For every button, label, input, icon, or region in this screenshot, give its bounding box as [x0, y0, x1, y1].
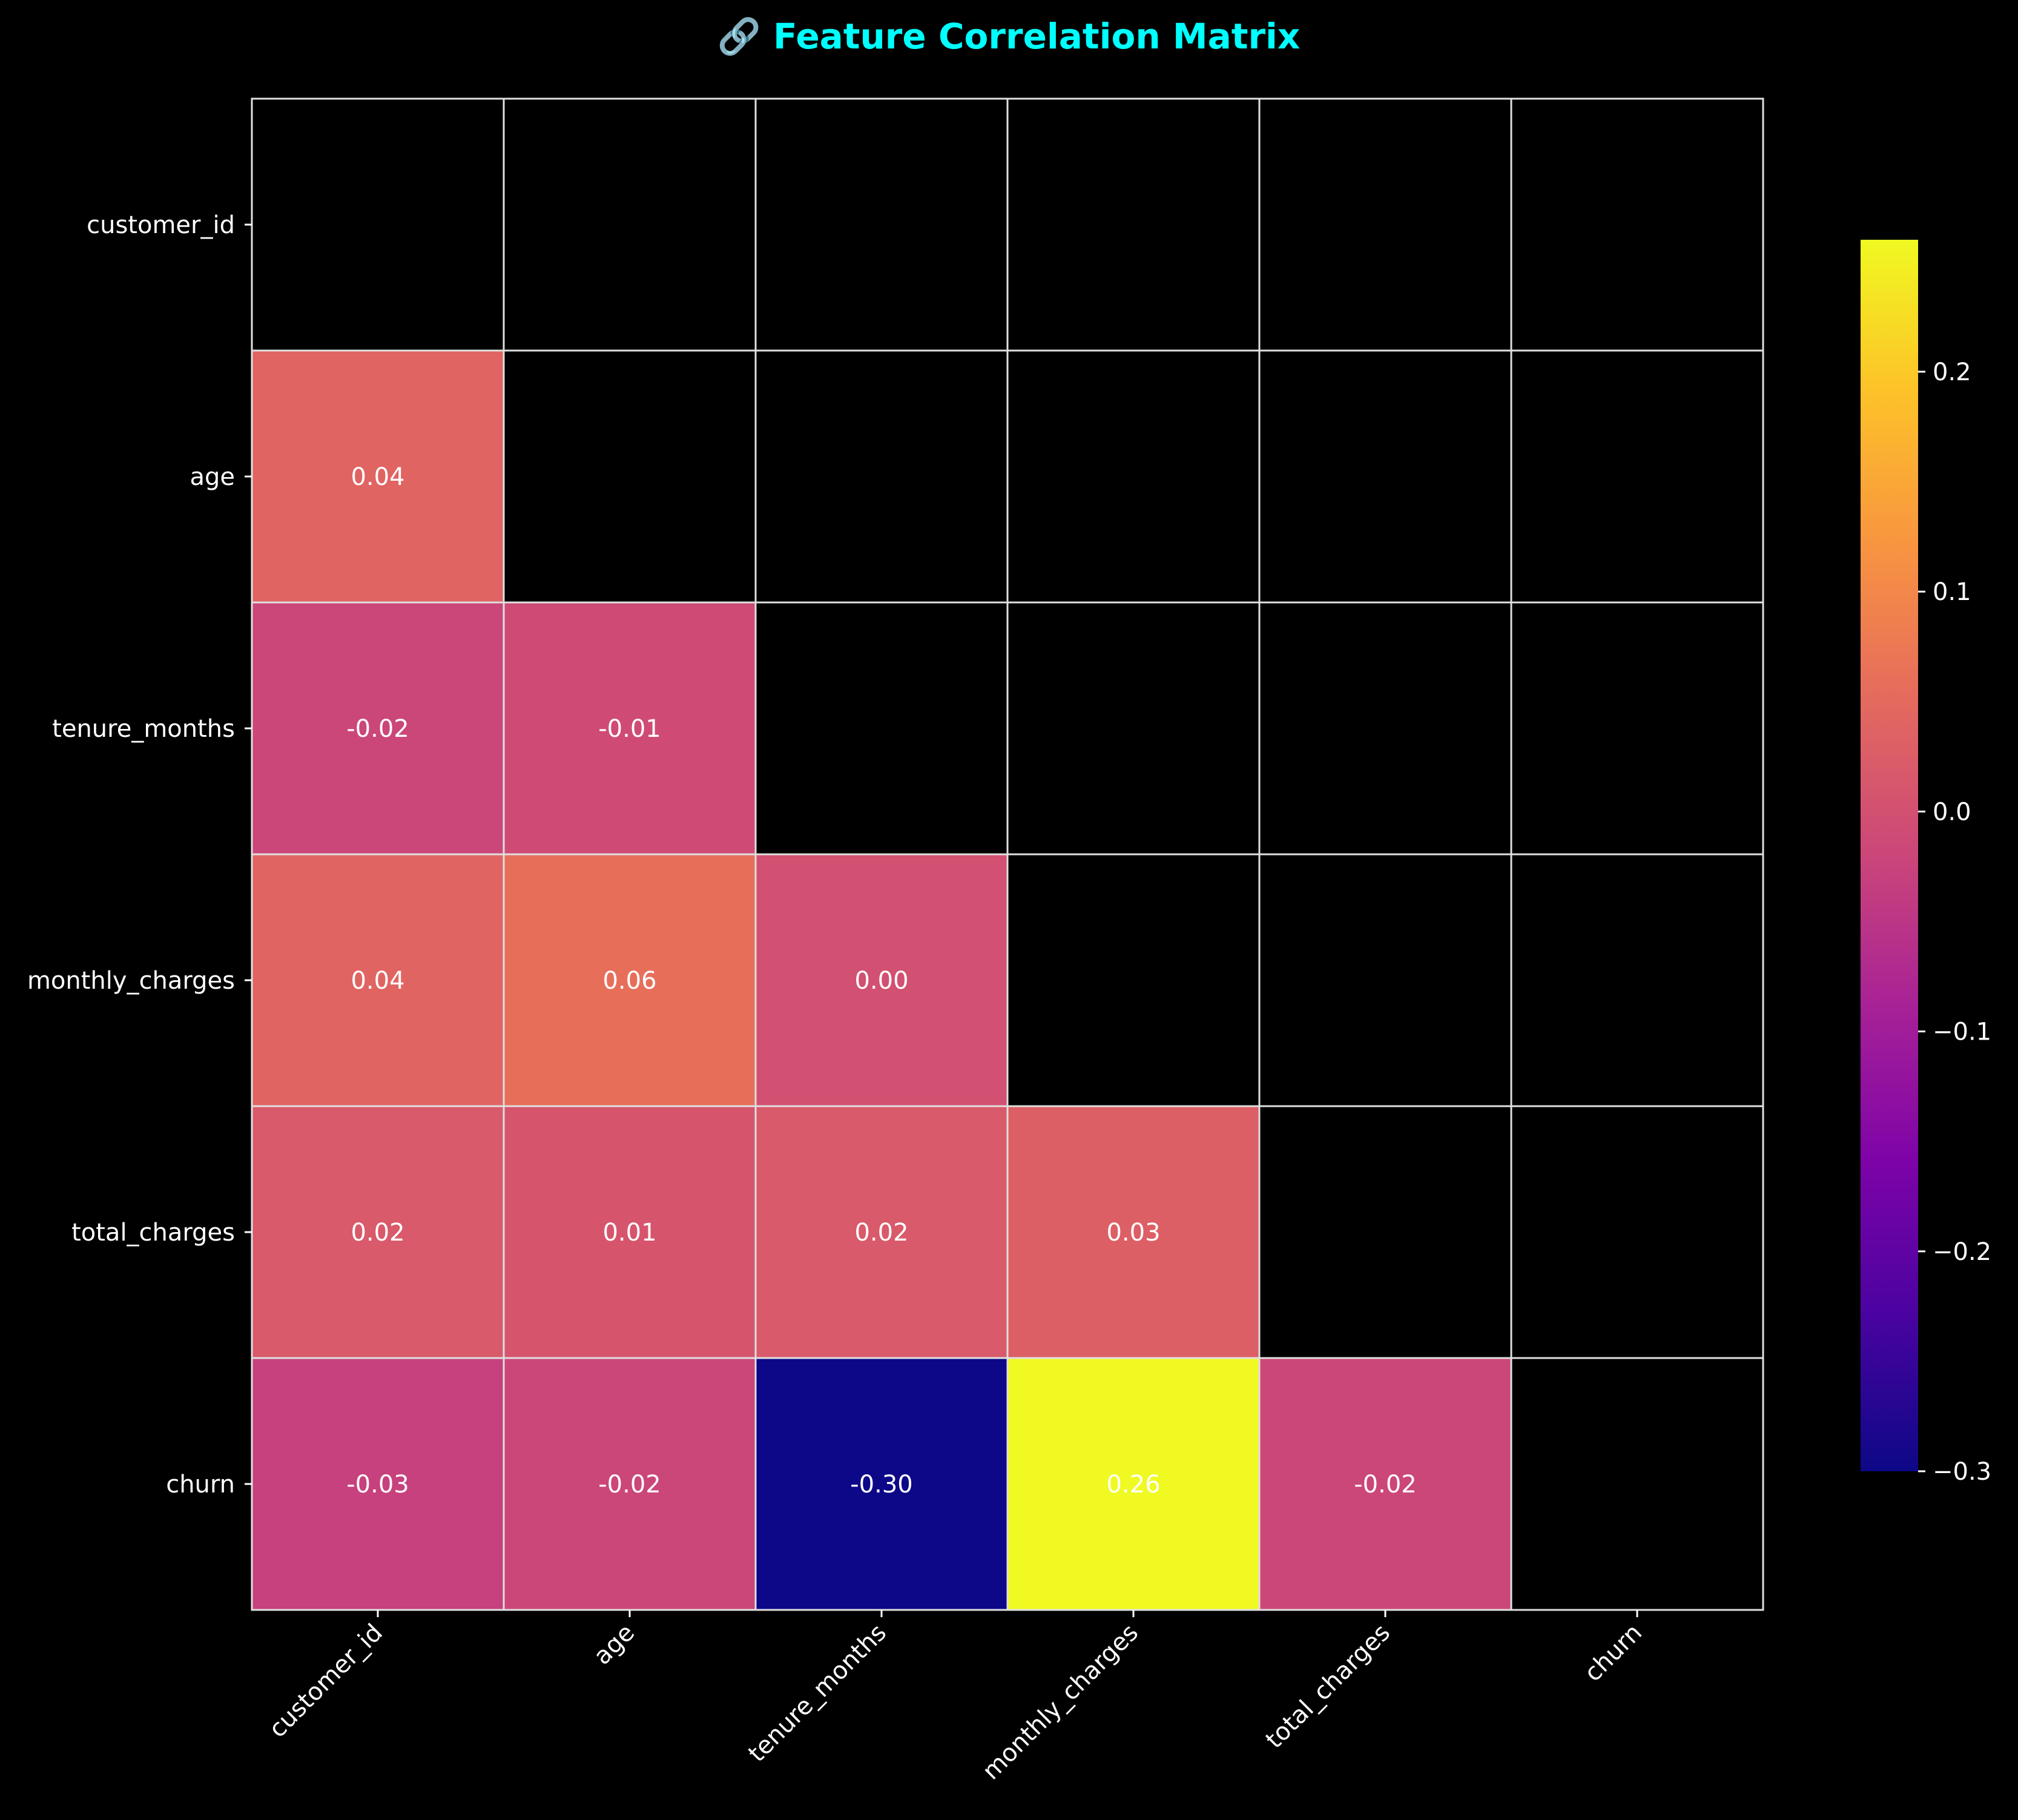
heatmap-cell-masked — [1006, 97, 1261, 352]
heatmap-cell-masked — [1258, 1105, 1512, 1359]
colorbar-tick-label: −0.2 — [1933, 1238, 1991, 1266]
heatmap-cell — [503, 601, 757, 856]
heatmap-cell — [251, 853, 505, 1107]
heatmap-cell — [754, 1357, 1009, 1611]
heatmap-cells — [251, 97, 1764, 1611]
heatmap-cell — [503, 1105, 757, 1359]
heatmap-cell-masked — [1006, 853, 1261, 1107]
heatmap-value-label: 0.02 — [854, 1219, 908, 1247]
colorbar-tick-label: 0.0 — [1933, 798, 1971, 826]
colorbar-tick-label: −0.3 — [1933, 1458, 1991, 1486]
colorbar-tick-label: 0.2 — [1933, 358, 1971, 386]
y-tick-label: customer_id — [87, 211, 235, 239]
heatmap-value-label: 0.03 — [1106, 1219, 1160, 1247]
heatmap-value-label: 0.00 — [854, 967, 908, 995]
heatmap-cell-masked — [1006, 601, 1261, 856]
heatmap-value-label: 0.26 — [1106, 1471, 1160, 1499]
heatmap-value-labels: 0.04 -0.02 -0.01 0.04 0.06 0.00 0.02 0.01 0.02 0.… — [346, 463, 1417, 1499]
heatmap-cell — [503, 1357, 757, 1611]
heatmap-cell-masked — [1510, 349, 1764, 604]
heatmap-cell — [251, 1105, 505, 1359]
heatmap-cell — [251, 601, 505, 856]
heatmap-cell-masked — [754, 97, 1009, 352]
heatmap-cell — [754, 1105, 1009, 1359]
heatmap-value-label: -0.03 — [346, 1471, 409, 1499]
y-tick-label: churn — [166, 1471, 235, 1499]
heatmap-value-label: -0.02 — [346, 715, 409, 743]
heatmap-cell-masked — [1258, 349, 1512, 604]
heatmap-cell-masked — [1510, 1357, 1764, 1611]
heatmap-value-label: -0.02 — [1354, 1471, 1417, 1499]
y-tick-label: tenure_months — [52, 715, 235, 743]
y-tick-label: age — [190, 463, 235, 491]
heatmap-cell — [1258, 1357, 1512, 1611]
y-tick-label: monthly_charges — [27, 967, 235, 995]
heatmap-value-label: -0.01 — [598, 715, 661, 743]
heatmap-cell-masked — [754, 601, 1009, 856]
heatmap-cell-masked — [251, 97, 505, 352]
colorbar: 0.2 0.1 0.0 −0.1 −0.2 −0.3 — [1861, 240, 1991, 1486]
heatmap-value-label: -0.30 — [850, 1471, 913, 1499]
y-tick-label: total_charges — [71, 1219, 235, 1247]
heatmap-value-label: 0.02 — [351, 1219, 404, 1247]
heatmap-cell-masked — [1510, 1105, 1764, 1359]
colorbar-tick-label: 0.1 — [1933, 578, 1971, 606]
heatmap-cell-masked — [1006, 349, 1261, 604]
heatmap-cell — [251, 349, 505, 604]
heatmap-cell-masked — [1510, 853, 1764, 1107]
heatmap-cell — [1006, 1357, 1261, 1611]
heatmap-value-label: 0.04 — [351, 463, 404, 491]
heatmap-cell-masked — [1510, 601, 1764, 856]
chart-title: 🔗 Feature Correlation Matrix — [717, 15, 1301, 58]
colorbar-tick-label: −0.1 — [1933, 1018, 1991, 1046]
heatmap-cell-masked — [503, 349, 757, 604]
heatmap-cell-masked — [1510, 97, 1764, 352]
heatmap-cell-masked — [503, 97, 757, 352]
heatmap-value-label: 0.01 — [602, 1219, 656, 1247]
heatmap-cell-masked — [1258, 853, 1512, 1107]
heatmap-cell-masked — [1258, 97, 1512, 352]
heatmap-value-label: 0.06 — [602, 967, 656, 995]
heatmap-cell-masked — [754, 349, 1009, 604]
heatmap-value-label: 0.04 — [351, 967, 404, 995]
heatmap-cell-masked — [1258, 601, 1512, 856]
heatmap-value-label: -0.02 — [598, 1471, 661, 1499]
heatmap-cell — [1006, 1105, 1261, 1359]
colorbar-gradient — [1861, 240, 1918, 1471]
